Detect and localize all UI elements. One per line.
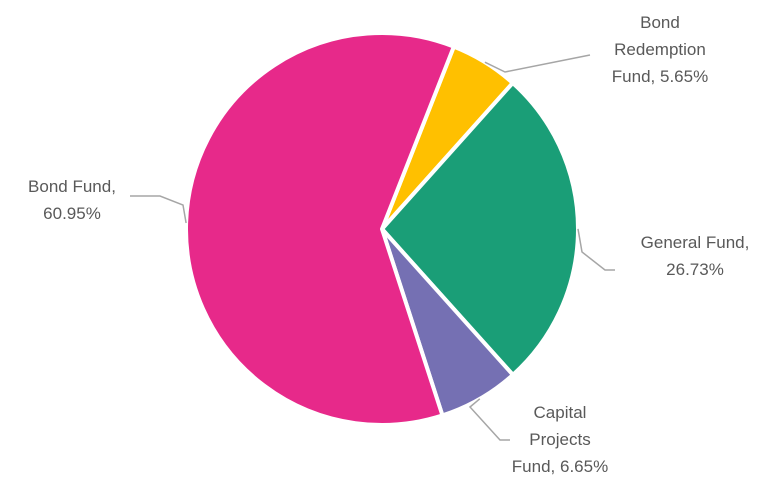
data-label-line: Fund, 5.65%: [612, 67, 708, 86]
data-label-bond-fund: Bond Fund, 60.95%: [28, 177, 116, 223]
leader-line-bond-fund: [130, 195, 187, 224]
leader-line-general-fund: [577, 228, 615, 271]
data-label-line: Bond: [640, 13, 680, 32]
pie-slice-bond-fund: [184, 31, 456, 427]
data-label-line: General Fund,: [641, 233, 750, 252]
data-label-line: Bond Fund,: [28, 177, 116, 196]
pie-slice-general-fund: [380, 80, 580, 377]
data-label-general-fund: General Fund, 26.73%: [641, 233, 750, 279]
data-label-line: 26.73%: [666, 260, 724, 279]
leader-line-capital-projects-fund: [468, 398, 510, 441]
data-label-line: Redemption: [614, 40, 706, 59]
data-label-line: Capital: [534, 403, 587, 422]
pie-slices: [184, 31, 580, 427]
data-label-line: Fund, 6.65%: [512, 457, 608, 476]
data-label-bond-redemption-fund: Bond Redemption Fund, 5.65%: [612, 13, 708, 86]
data-labels: Bond Redemption Fund, 5.65% General Fund, 26…: [28, 13, 749, 476]
data-label-line: 60.95%: [43, 204, 101, 223]
data-label-capital-projects-fund: Capital Projects Fund, 6.65%: [512, 403, 608, 476]
data-label-line: Projects: [529, 430, 590, 449]
leader-line-bond-redemption-fund: [484, 54, 591, 73]
leader-lines: [130, 54, 615, 441]
